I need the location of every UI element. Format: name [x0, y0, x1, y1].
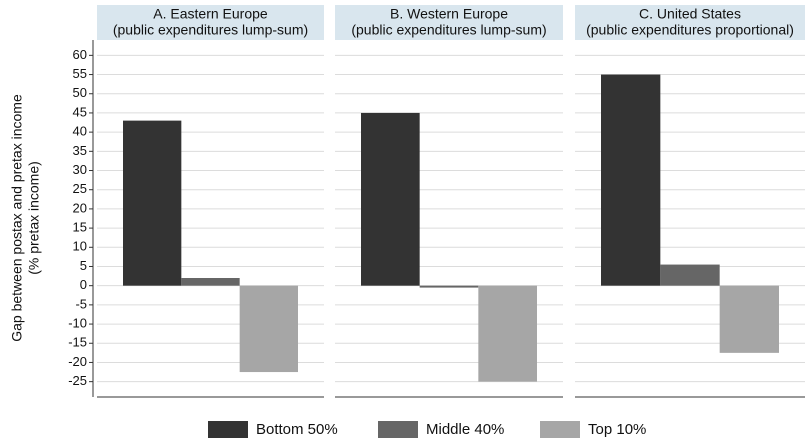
bar — [419, 285, 479, 288]
legend-swatch — [540, 421, 580, 438]
panel-title: B. Western Europe — [390, 6, 508, 22]
bar — [239, 285, 298, 373]
bar — [181, 278, 240, 286]
y-tick-label: -15 — [68, 335, 87, 350]
panel-title: C. United States — [639, 6, 741, 22]
legend-swatch — [208, 421, 248, 438]
bar — [478, 285, 537, 382]
y-tick-label: 35 — [73, 143, 87, 158]
y-tick-label: 20 — [73, 200, 87, 215]
panel-header — [97, 5, 324, 40]
panel-title: A. Eastern Europe — [153, 6, 268, 22]
legend-label: Middle 40% — [426, 421, 504, 438]
y-tick-label: 30 — [73, 162, 87, 177]
y-tick-label: 0 — [80, 277, 87, 292]
legend-label: Bottom 50% — [256, 421, 338, 438]
bar — [719, 285, 779, 353]
panel-title: (public expenditures lump-sum) — [351, 22, 546, 38]
y-tick-label: 55 — [73, 66, 87, 81]
y-tick-label: -5 — [75, 296, 87, 311]
y-tick-label: -20 — [68, 354, 87, 369]
y-tick-label: 40 — [73, 124, 87, 139]
panel-title: (public expenditures proportional) — [586, 22, 794, 38]
legend-label: Top 10% — [588, 421, 646, 438]
bar — [123, 120, 182, 286]
y-tick-label: 15 — [73, 220, 87, 235]
bar — [361, 112, 420, 286]
bar — [601, 74, 661, 286]
panel-header — [575, 5, 805, 40]
bar — [660, 264, 720, 286]
y-tick-label: 50 — [73, 85, 87, 100]
y-tick-label: 60 — [73, 47, 87, 62]
panel-header — [335, 5, 563, 40]
y-tick-label: 45 — [73, 104, 87, 119]
y-tick-label: 5 — [80, 258, 87, 273]
y-tick-label: 10 — [73, 239, 87, 254]
y-tick-label: -10 — [68, 316, 87, 331]
panel-title: (public expenditures lump-sum) — [113, 22, 308, 38]
y-tick-label: 25 — [73, 181, 87, 196]
y-axis-label: (% pretax income) — [26, 161, 42, 275]
legend-swatch — [378, 421, 418, 438]
y-tick-label: -25 — [68, 373, 87, 388]
y-axis-label: Gap between postax and pretax income — [9, 94, 25, 342]
